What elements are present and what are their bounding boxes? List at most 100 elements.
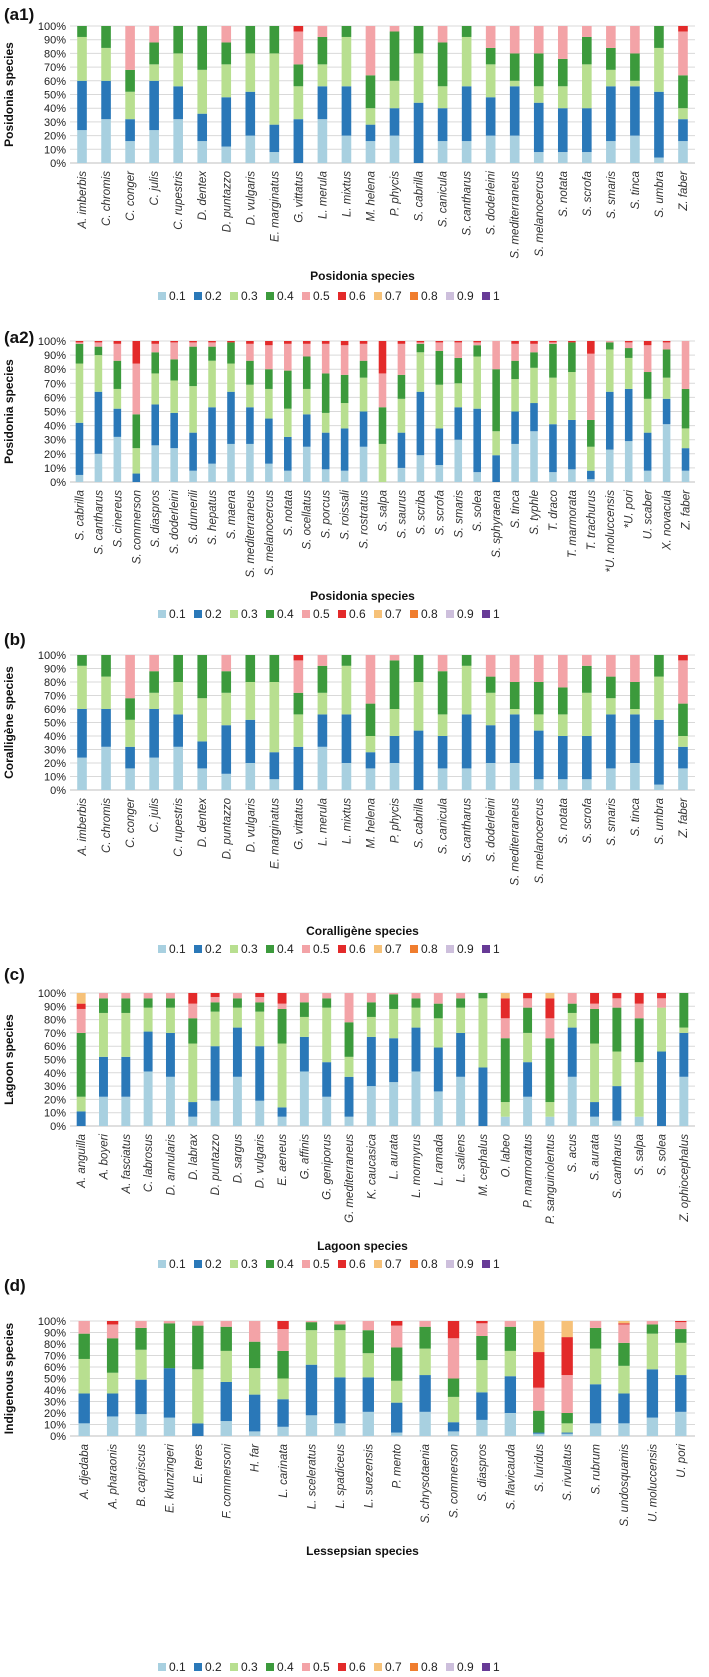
bar-segment-0.3 — [302, 388, 311, 415]
bar-segment-0.1 — [618, 1423, 630, 1436]
bar-segment-0.4 — [509, 53, 520, 81]
legend-label: 0.9 — [457, 1660, 474, 1674]
bar-segment-0.1 — [210, 1100, 220, 1126]
legend-label: 0.1 — [169, 289, 186, 303]
bar-segment-0.4 — [662, 349, 671, 378]
bar-segment-0.5 — [391, 1325, 403, 1348]
bar-segment-0.2 — [646, 1369, 659, 1418]
bar-segment-0.5 — [362, 1321, 374, 1331]
bar-segment-0.4 — [678, 703, 688, 736]
x-category-label: S. rostratus — [359, 490, 371, 549]
bar-segment-0.4 — [391, 1347, 403, 1381]
x-category-label: T. trachurus — [586, 490, 598, 551]
bar-segment-0.3 — [341, 36, 352, 87]
bar-segment-0.4 — [321, 373, 330, 413]
y-tick-label: 0% — [50, 1121, 66, 1133]
legend-label: 0.8 — [421, 1660, 438, 1674]
bar-segment-0.5 — [630, 26, 640, 54]
bar-segment-0.1 — [630, 135, 640, 163]
x-category-label: O. labeo — [500, 1133, 512, 1177]
bar-segment-0.5 — [246, 343, 254, 361]
bar-segment-0.4 — [245, 26, 256, 54]
bar-segment-0.2 — [165, 1032, 175, 1077]
legend-swatch-0.1 — [158, 1663, 166, 1671]
bar-segment-0.4 — [419, 1326, 431, 1349]
bar-segment-0.1 — [454, 439, 463, 482]
x-axis-title: Lessepsian species — [306, 1544, 419, 1558]
bar-segment-0.4 — [220, 1326, 232, 1351]
x-category-label: L. saliens — [456, 1134, 468, 1183]
bar-segment-0.2 — [232, 1027, 242, 1077]
bar-segment-0.1 — [561, 1433, 573, 1436]
x-category-label: S. mediterraneus — [245, 490, 257, 578]
legend-label: 0.1 — [169, 1660, 186, 1674]
bar-segment-0.5 — [549, 342, 557, 344]
bar-segment-0.2 — [561, 1432, 573, 1434]
x-category-label: S. dumerili — [188, 490, 200, 545]
legend-label: 1 — [493, 607, 500, 621]
bar-segment-0.5 — [232, 993, 242, 999]
bar-segment-0.4 — [389, 31, 400, 81]
legend-swatch-0.3 — [230, 1260, 238, 1268]
bar-segment-0.3 — [305, 1330, 318, 1365]
bar-segment-0.5 — [657, 998, 666, 1008]
bar-segment-0.6 — [473, 341, 481, 343]
bar-segment-0.6 — [284, 341, 292, 344]
x-category-label: S. scriba — [415, 490, 427, 535]
bar-segment-0.2 — [654, 91, 664, 158]
x-category-label: M. helena — [365, 171, 377, 222]
legend-label: 1 — [493, 289, 500, 303]
bar-segment-0.1 — [643, 470, 652, 482]
x-category-label: X. novacula — [662, 490, 674, 551]
legend-label: 0.4 — [277, 1660, 294, 1674]
bar-segment-0.1 — [557, 152, 568, 163]
bar-segment-0.1 — [485, 135, 496, 163]
bar-segment-0.4 — [125, 698, 135, 720]
bar-segment-0.4 — [340, 374, 349, 404]
bar-segment-0.3 — [101, 47, 111, 81]
bar-segment-0.5 — [557, 655, 568, 688]
bar-segment-0.4 — [476, 1335, 488, 1361]
bar-segment-0.4 — [606, 676, 616, 699]
bar-segment-0.5 — [366, 993, 376, 1003]
bar-segment-0.3 — [511, 379, 519, 412]
bar-segment-0.1 — [305, 1415, 318, 1436]
x-category-label: Z. faber — [678, 797, 690, 839]
bar-segment-0.4 — [143, 998, 153, 1008]
bar-segment-0.2 — [509, 86, 520, 136]
x-category-label: E. teres — [193, 1444, 205, 1484]
bar-segment-0.1 — [397, 467, 406, 482]
bar-segment-0.2 — [511, 411, 519, 444]
legend-swatch-0.5 — [302, 1663, 310, 1671]
y-tick-label: 20% — [44, 758, 66, 770]
bar-segment-0.2 — [293, 119, 304, 163]
bar-segment-0.2 — [101, 709, 111, 747]
x-category-label: L. merula — [317, 171, 329, 219]
x-category-label: S. umbra — [654, 171, 666, 218]
legend-label: 0.5 — [313, 1257, 330, 1271]
bar-segment-0.3 — [173, 53, 183, 87]
bar-segment-0.3 — [365, 108, 376, 125]
bar-segment-0.1 — [321, 469, 330, 482]
bar-segment-0.2 — [678, 119, 688, 142]
bar-segment-0.1 — [265, 463, 273, 482]
bar-segment-0.4 — [170, 359, 178, 381]
bar-segment-0.3 — [269, 682, 280, 753]
bar-segment-0.6 — [378, 341, 387, 374]
bar-segment-0.5 — [606, 655, 616, 677]
x-category-label: C. chromis — [101, 171, 113, 226]
x-category-label: S. smaris — [453, 490, 465, 538]
bar-segment-0.1 — [389, 1082, 399, 1126]
legend-label: 0.3 — [241, 289, 258, 303]
y-tick-label: 30% — [44, 1081, 66, 1093]
bar-segment-0.2 — [389, 108, 400, 136]
legend-label: 0.1 — [169, 1257, 186, 1271]
x-category-label: E. klunzingeri — [164, 1444, 176, 1513]
bar-segment-0.2 — [265, 418, 273, 464]
legend-label: 0.4 — [277, 289, 294, 303]
bar-segment-0.1 — [232, 1076, 242, 1126]
x-category-label: F. commersoni — [221, 1444, 233, 1519]
bar-segment-0.2 — [77, 80, 87, 131]
bar-segment-0.6 — [435, 341, 444, 343]
bar-segment-0.5 — [125, 26, 135, 70]
